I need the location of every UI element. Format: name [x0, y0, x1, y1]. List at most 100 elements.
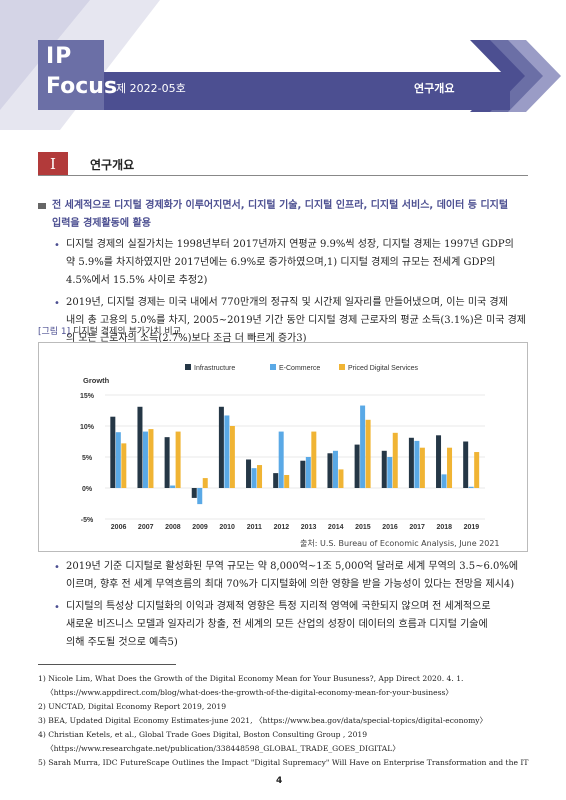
legend-label: E-Commerce	[279, 365, 320, 372]
bar-e-commerce	[278, 431, 284, 488]
logo-line2: Focus	[46, 74, 118, 99]
footnote-divider	[38, 664, 176, 665]
bar-e-commerce	[360, 405, 366, 488]
x-tick-label: 2014	[328, 524, 344, 531]
bar-priced-digital-services	[392, 432, 398, 488]
legend-swatch	[270, 364, 276, 370]
bar-priced-digital-services	[121, 443, 127, 488]
bar-priced-digital-services	[148, 429, 154, 488]
bar-e-commerce	[142, 431, 148, 488]
footnote-3: 3) BEA, Updated Digital Economy Estimate…	[38, 716, 488, 725]
bar-e-commerce	[468, 486, 474, 488]
bullet-dot-icon: •	[54, 240, 60, 251]
bar-infrastructure	[110, 416, 116, 488]
legend-swatch	[185, 364, 191, 370]
x-tick-label: 2012	[274, 524, 290, 531]
footnote-5: 5) Sarah Murra, IDC FutureScape Outlines…	[38, 758, 529, 767]
y-tick-label: 10%	[80, 424, 95, 431]
x-tick-label: 2015	[355, 524, 371, 531]
x-tick-label: 2018	[436, 524, 452, 531]
y-tick-label: 15%	[80, 393, 95, 400]
x-tick-label: 2006	[111, 524, 127, 531]
bullet-dot-icon: •	[54, 562, 60, 573]
bar-infrastructure	[436, 435, 442, 488]
legend-swatch	[339, 364, 345, 370]
x-tick-label: 2016	[382, 524, 398, 531]
footnote-1-url[interactable]: 〈https://www.appdirect.com/blog/what-doe…	[46, 688, 454, 697]
footnote-1: 1) Nicole Lim, What Does the Growth of t…	[38, 674, 464, 683]
bar-e-commerce	[115, 432, 121, 488]
bar-e-commerce	[170, 485, 176, 488]
bar-priced-digital-services	[175, 431, 181, 488]
x-tick-label: 2009	[192, 524, 208, 531]
y-tick-label: -5%	[81, 517, 94, 524]
footnote-4: 4) Christian Ketels, et al., Global Trad…	[38, 730, 368, 739]
x-tick-label: 2007	[138, 524, 154, 531]
bullet-dot-icon: •	[54, 602, 60, 613]
header-section-label: 연구개요	[414, 82, 455, 95]
figure-title: 디지털 경제의 부가가치 비교	[73, 327, 181, 337]
bar-priced-digital-services	[338, 469, 344, 488]
x-tick-label: 2013	[301, 524, 317, 531]
bar-infrastructure	[218, 406, 224, 488]
bullet-2-line-1: 2019년, 디지털 경제는 미국 내에서 770만개의 정규직 및 시간제 일…	[66, 297, 508, 308]
bullet-3-line-1: 2019년 기준 디지털로 활성화된 무역 규모는 약 8,000억~1조 5,…	[66, 561, 519, 572]
bar-infrastructure	[354, 444, 360, 488]
bar-infrastructure	[164, 437, 170, 488]
bar-e-commerce	[224, 415, 230, 488]
bar-infrastructure	[246, 459, 252, 488]
figure-source: 출처: U.S. Bureau of Economic Analysis, Ju…	[300, 539, 500, 548]
bar-e-commerce	[251, 468, 257, 488]
lead-line-1: 전 세계적으로 디지털 경제화가 이루어지면서, 디지털 기술, 디지털 인프라…	[52, 200, 509, 211]
bullet-2-line-2: 내의 총 고용의 5.0%를 차지, 2005~2019년 기간 동안 디지털 …	[66, 315, 526, 326]
bar-priced-digital-services	[365, 419, 371, 488]
bullet-4-line-3: 의해 주도될 것으로 예측5)	[66, 637, 178, 648]
bar-e-commerce	[387, 457, 393, 488]
section-divider	[38, 175, 528, 176]
bullet-2-line-3: 의 모든 근로자의 소득(2.7%)보다 조금 더 빠르게 증가3)	[66, 333, 307, 344]
header-bar	[104, 72, 510, 110]
footnote-2: 2) UNCTAD, Digital Economy Report 2019, …	[38, 702, 227, 711]
bar-e-commerce	[305, 457, 311, 488]
bar-e-commerce	[332, 450, 338, 488]
figure-label: [그림 1]	[38, 327, 71, 337]
bar-priced-digital-services	[311, 431, 317, 488]
x-tick-label: 2011	[247, 524, 262, 531]
y-axis-label: Growth	[83, 376, 110, 385]
page-number: 4	[276, 776, 283, 786]
bar-priced-digital-services	[284, 474, 290, 488]
bullet-3-line-2: 이르며, 향후 전 세계 무역흐름의 최대 70%가 디지털화에 의한 영향을 …	[66, 579, 515, 590]
bar-infrastructure	[408, 437, 414, 488]
section-number: I	[38, 152, 68, 176]
bar-infrastructure	[273, 473, 279, 488]
x-tick-label: 2010	[219, 524, 235, 531]
ip-focus-logo: IP Focus	[38, 40, 117, 110]
bullet-4-line-1: 디지털의 특성상 디지털화의 이익과 경제적 영향은 특정 지리적 영역에 국한…	[66, 601, 491, 612]
bullet-4-line-2: 새로운 비즈니스 모델과 일자리가 창출, 전 세계의 모든 산업의 성장이 데…	[66, 619, 488, 630]
square-bullet-icon	[38, 203, 46, 209]
bar-priced-digital-services	[419, 447, 425, 488]
bar-infrastructure	[137, 406, 143, 488]
legend-label: Priced Digital Services	[348, 365, 419, 372]
figure-box: Growth 15% 10% 5% 0% -5% Infrastructure E-Comme…	[38, 342, 528, 552]
footnote-4-url[interactable]: 〈https://www.researchgate.net/publicatio…	[46, 744, 400, 753]
x-tick-label: 2008	[165, 524, 181, 531]
bar-e-commerce	[197, 488, 203, 505]
bar-infrastructure	[191, 488, 197, 498]
bar-e-commerce	[441, 474, 447, 488]
x-tick-label: 2017	[409, 524, 425, 531]
x-tick-label: 2019	[464, 524, 480, 531]
y-tick-label: 5%	[82, 455, 93, 462]
bar-e-commerce	[414, 440, 420, 488]
bar-priced-digital-services	[447, 447, 453, 488]
bar-infrastructure	[300, 460, 306, 488]
bullet-dot-icon: •	[54, 298, 60, 309]
bullet-1-line-3: 4.5%에서 15.5% 사이로 추정2)	[66, 275, 208, 286]
growth-chart: Growth 15% 10% 5% 0% -5% Infrastructure E-Comme…	[80, 364, 485, 531]
bullet-1-line-2: 약 5.9%를 차지하였지만 2017년에는 6.9%로 증가하였으며,1) 디…	[66, 257, 496, 268]
bullet-1-line-1: 디지털 경제의 실질가치는 1998년부터 2017년까지 연평균 9.9%씩 …	[66, 239, 514, 250]
bar-infrastructure	[463, 441, 469, 488]
figure-caption: [그림 1] 디지털 경제의 부가가치 비교	[38, 324, 181, 337]
bar-infrastructure	[381, 450, 387, 488]
bar-infrastructure	[327, 453, 333, 488]
